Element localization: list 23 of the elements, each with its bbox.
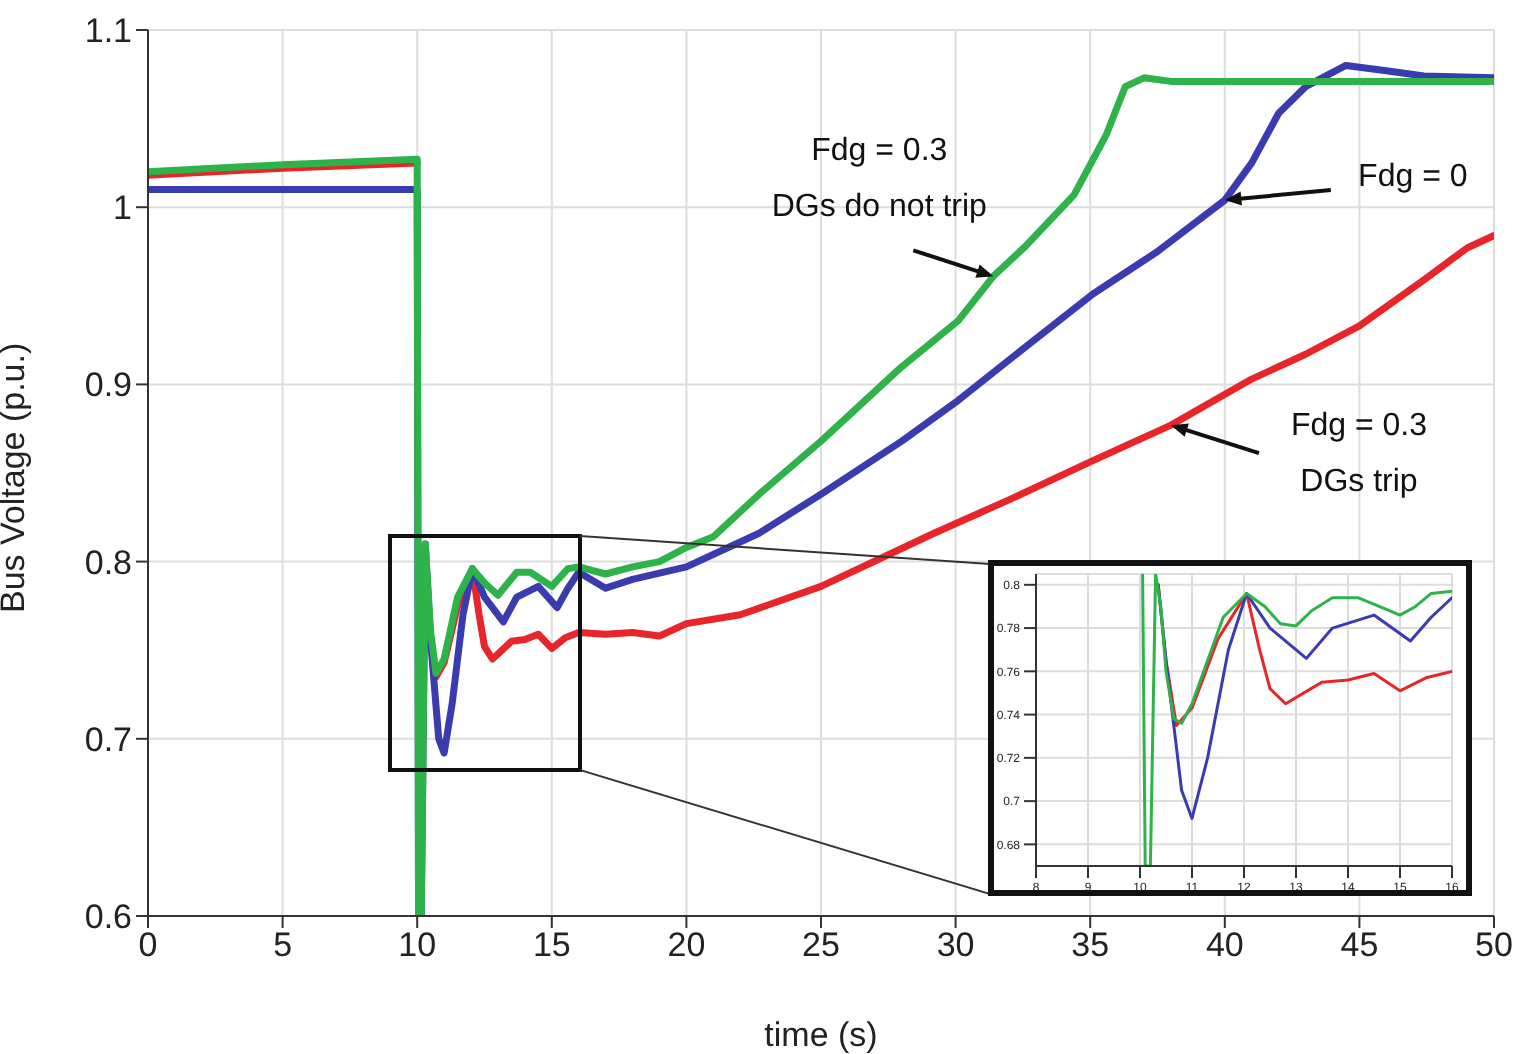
x-tick-label: 10 — [398, 926, 437, 965]
y-tick-label: 1 — [113, 189, 132, 228]
y-axis-title: Bus Voltage (p.u.) — [0, 342, 33, 613]
x-axis-title: time (s) — [764, 1016, 878, 1054]
y-tick-label: 0.8 — [84, 543, 132, 582]
x-tick-label: 0 — [138, 926, 158, 965]
y-tick-label: 1.1 — [84, 12, 132, 51]
annotation: Fdg = 0.3 DGs do not trip — [771, 134, 988, 225]
annotation: Fdg = 0 — [1358, 160, 1468, 195]
x-tick-label: 20 — [667, 926, 706, 965]
x-tick-label: 30 — [936, 926, 975, 965]
y-tick-label: 0.7 — [84, 720, 132, 759]
x-tick-label: 5 — [273, 926, 293, 965]
x-tick-label: 15 — [532, 926, 571, 965]
line-series — [1156, 583, 1452, 820]
x-tick-label: 40 — [1205, 926, 1244, 965]
y-tick-label: 0.6 — [84, 898, 132, 937]
x-tick-label: 35 — [1071, 926, 1110, 965]
x-tick-label: 45 — [1340, 926, 1379, 965]
y-tick-label: 0.9 — [84, 366, 132, 405]
annotation: Fdg = 0.3 DGs trip — [1290, 409, 1428, 500]
x-tick-label: 50 — [1475, 926, 1513, 965]
x-tick-label: 25 — [802, 926, 840, 965]
